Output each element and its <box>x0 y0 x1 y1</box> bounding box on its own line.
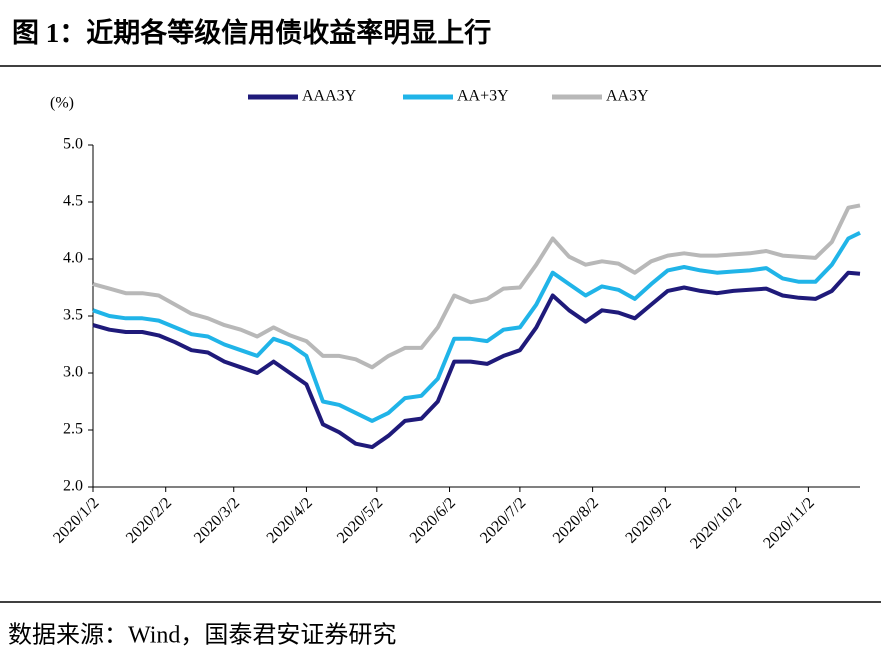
x-tick-label: 2020/8/2 <box>550 494 602 546</box>
y-tick-label: 2.5 <box>63 421 83 438</box>
x-tick-label: 2020/10/2 <box>687 494 745 552</box>
x-tick-label: 2020/5/2 <box>334 494 386 546</box>
legend-label: AAA3Y <box>302 88 357 105</box>
x-tick-label: 2020/1/2 <box>50 494 102 546</box>
y-tick-label: 4.0 <box>63 250 83 267</box>
y-tick-label: 3.5 <box>63 307 83 324</box>
series-line <box>92 203 861 370</box>
y-tick-label: 4.5 <box>63 193 83 210</box>
y-axis-label: (%) <box>50 95 74 112</box>
x-tick-label: 2020/7/2 <box>477 494 529 546</box>
source-note: 数据来源：Wind，国泰君安证券研究 <box>8 622 396 649</box>
x-tick-label: 2020/9/2 <box>622 494 674 546</box>
legend-label: AA3Y <box>606 88 649 105</box>
x-tick-label: 2020/11/2 <box>760 494 817 551</box>
y-tick-label: 3.0 <box>63 364 83 381</box>
x-tick-label: 2020/6/2 <box>407 494 459 546</box>
x-tick-label: 2020/4/2 <box>264 494 316 546</box>
legend-label: AA+3Y <box>457 88 509 105</box>
series-line <box>92 231 861 423</box>
chart-title: 图 1：近期各等级信用债收益率明显上行 <box>12 17 491 48</box>
x-tick-label: 2020/3/2 <box>191 494 243 546</box>
series-line <box>92 270 861 450</box>
y-tick-label: 5.0 <box>63 136 83 153</box>
y-tick-label: 2.0 <box>63 478 83 495</box>
x-tick-label: 2020/2/2 <box>123 494 175 546</box>
